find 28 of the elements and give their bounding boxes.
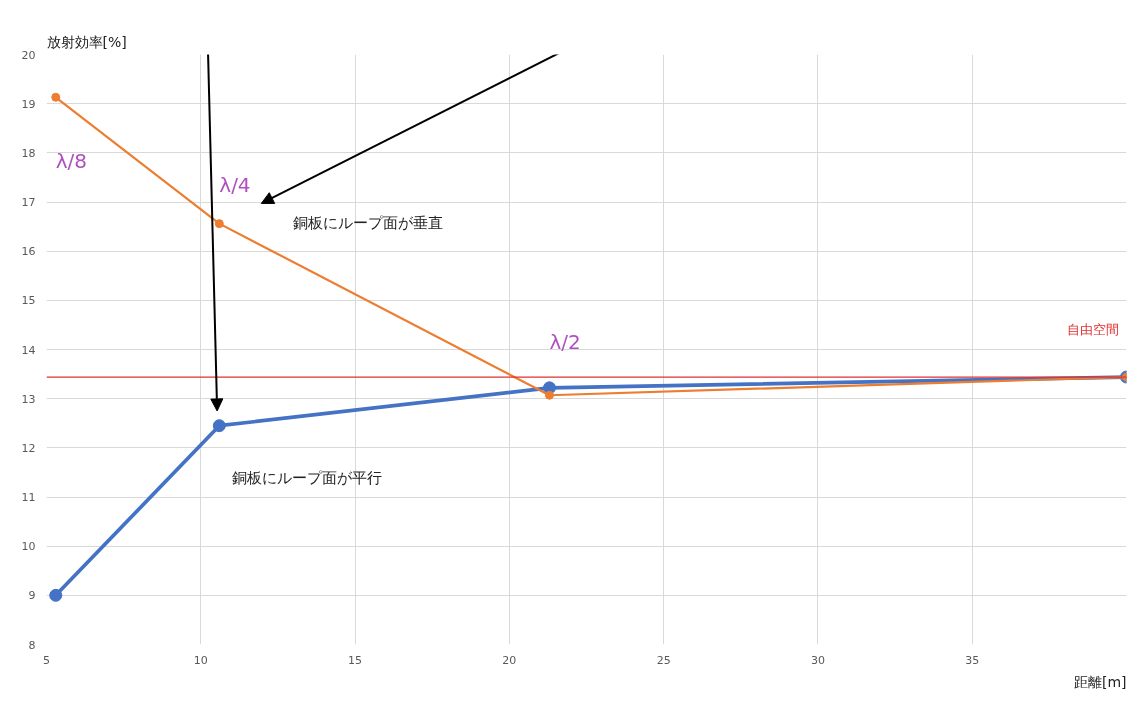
annotation: 銅板にループ面が垂直 [293, 213, 444, 232]
annotation: λ/8 [55, 148, 88, 173]
y-tick-label: 15 [21, 294, 36, 308]
y-tick-label: 11 [21, 491, 36, 504]
annotation: 銅板にループ面が平行 [231, 469, 382, 488]
x-tick-label: 30 [810, 653, 825, 667]
annotation: λ/4 [219, 173, 251, 198]
x-tick-label: 20 [502, 653, 517, 667]
y-tick-label: 12 [21, 441, 36, 455]
x-axis-title: 距離[m] [1073, 673, 1127, 690]
x-tick-label: 25 [656, 653, 671, 667]
x-tick-label: 5 [43, 653, 50, 667]
y-tick-label: 16 [21, 245, 36, 259]
y-tick-label: 10 [21, 540, 36, 554]
y-tick-label: 17 [21, 196, 36, 209]
y-tick-label: 19 [21, 97, 36, 111]
y-tick-label: 13 [21, 392, 36, 406]
annotation: λ/2 [549, 330, 581, 355]
y-tick-label: 9 [28, 589, 36, 603]
ref-line-label: 自由空間 [1066, 322, 1119, 338]
x-tick-label: 10 [193, 653, 208, 667]
y-tick-label: 20 [21, 48, 36, 62]
y-axis-title: 放射効率[%] [46, 33, 127, 50]
x-tick-label: 15 [348, 653, 363, 667]
x-tick-label: 35 [965, 653, 980, 667]
y-tick-label: 18 [21, 146, 36, 160]
y-tick-label: 8 [28, 638, 36, 652]
y-tick-label: 14 [21, 343, 36, 357]
